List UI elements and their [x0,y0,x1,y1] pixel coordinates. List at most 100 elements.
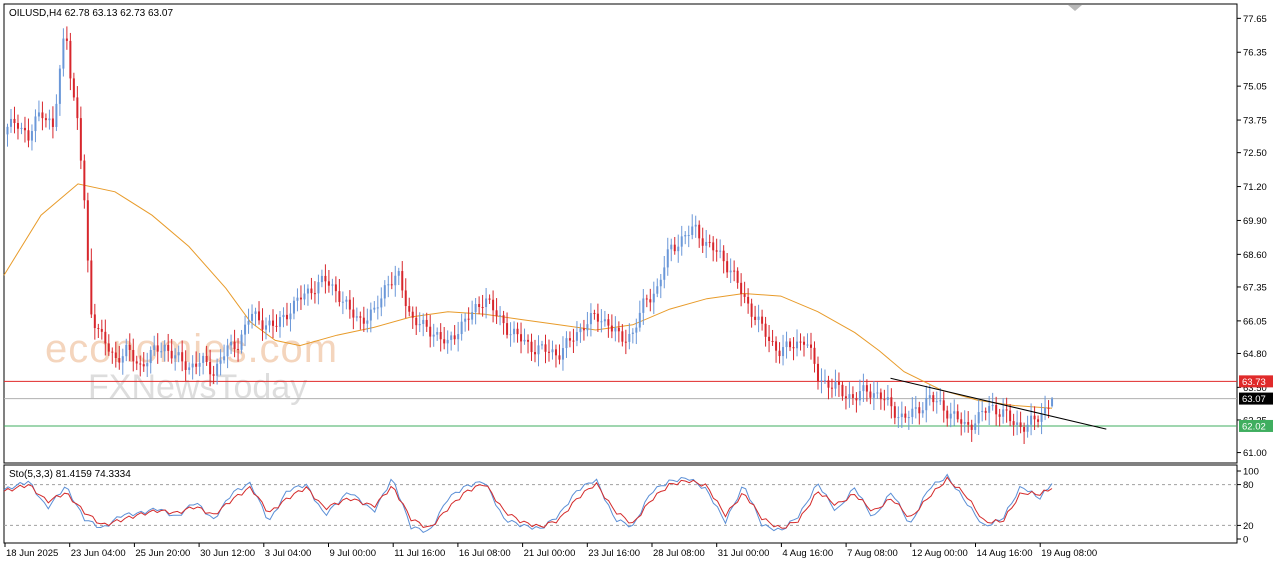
candle-body [478,304,481,308]
candle-body [904,413,907,418]
candle [586,311,589,337]
candle-body [198,362,201,367]
candle [348,290,351,319]
candle-body [125,344,128,357]
candle-body [617,327,620,332]
chart-shift-marker[interactable] [1068,5,1082,11]
candle [429,314,432,348]
candle-body [726,261,729,273]
candle-body [862,385,865,392]
candle-body [492,299,495,311]
candle [1030,403,1033,436]
candle [722,245,725,274]
candle [712,236,715,262]
candle-body [754,316,757,320]
candle [775,336,778,363]
candle-body [184,361,187,370]
candle [216,358,219,385]
candle [960,412,963,436]
stoch-main-line [3,473,1053,534]
candle-body [128,344,131,350]
candle-body [907,417,910,419]
candle-body [170,350,173,359]
candle [897,406,900,428]
candle [453,325,456,345]
time-axis[interactable]: 18 Jun 2025 23 Jun 04:00 25 Jun 20:00 30 Ju… [4,543,1097,559]
candle-body [331,284,334,286]
candle-body [589,313,592,325]
candle [121,348,124,375]
candle-body [691,226,694,235]
candle-body [100,328,103,332]
candle [757,304,760,333]
candle [425,312,428,332]
candle [184,350,187,382]
candle [869,383,872,405]
candle-body [394,275,397,286]
candle-body [195,363,198,367]
candle-body [743,294,746,297]
candle [939,388,942,406]
x-tick-label: 7 Aug 08:00 [847,548,898,559]
candle [984,407,987,421]
candle [799,333,802,351]
candle [93,303,96,340]
stoch-y-tick-label: 100 [1243,467,1259,478]
candle [233,329,236,358]
candle [914,395,917,419]
price-axis[interactable]: 77.65 76.35 75.05 73.75 72.50 71.20 69.90 68.60… [1237,14,1273,546]
candle [848,382,851,408]
price-panel[interactable] [3,3,1238,464]
candle-body [534,352,537,355]
candle-body [181,352,184,362]
candle [467,307,470,331]
trendline[interactable] [890,377,1107,430]
candle-body [401,271,404,291]
candle [520,322,523,354]
candle [1005,397,1008,423]
candle-body [366,320,369,324]
candle [534,339,537,363]
candle-body [946,410,949,419]
candle-body [457,334,460,340]
candle [1002,398,1005,424]
candle [589,303,592,337]
candle [390,272,393,290]
y-tick-label: 66.05 [1243,316,1267,327]
candle-body [942,400,945,411]
candle [41,101,44,131]
candle [226,338,229,369]
candle [254,307,257,327]
candle [551,340,554,360]
candle-body [408,306,411,312]
candle-body [380,298,383,308]
candle [30,124,33,151]
candle [649,288,652,312]
candle-body [209,362,212,375]
candle [844,385,847,410]
candle-body [530,341,533,353]
candle-body [886,397,889,400]
candle [149,346,152,374]
candle-body [114,352,117,359]
candle-body [153,345,156,350]
candle-body [953,411,956,414]
candle [942,391,945,423]
candle-body [237,348,240,350]
candle [132,338,135,372]
candle [163,340,166,362]
candle [610,314,613,339]
candle-body [1037,419,1040,422]
candle-body [816,363,819,382]
candle [209,349,212,387]
candle [69,32,72,91]
watermark-fxnewstoday: FXNewsToday [88,368,307,406]
candle-body [58,68,61,104]
candle-body [830,387,833,389]
candle-body [551,349,554,353]
candle [1044,395,1047,421]
candle-body [90,260,93,315]
candle-body [502,315,505,324]
stochastic-panel[interactable] [3,464,1238,544]
